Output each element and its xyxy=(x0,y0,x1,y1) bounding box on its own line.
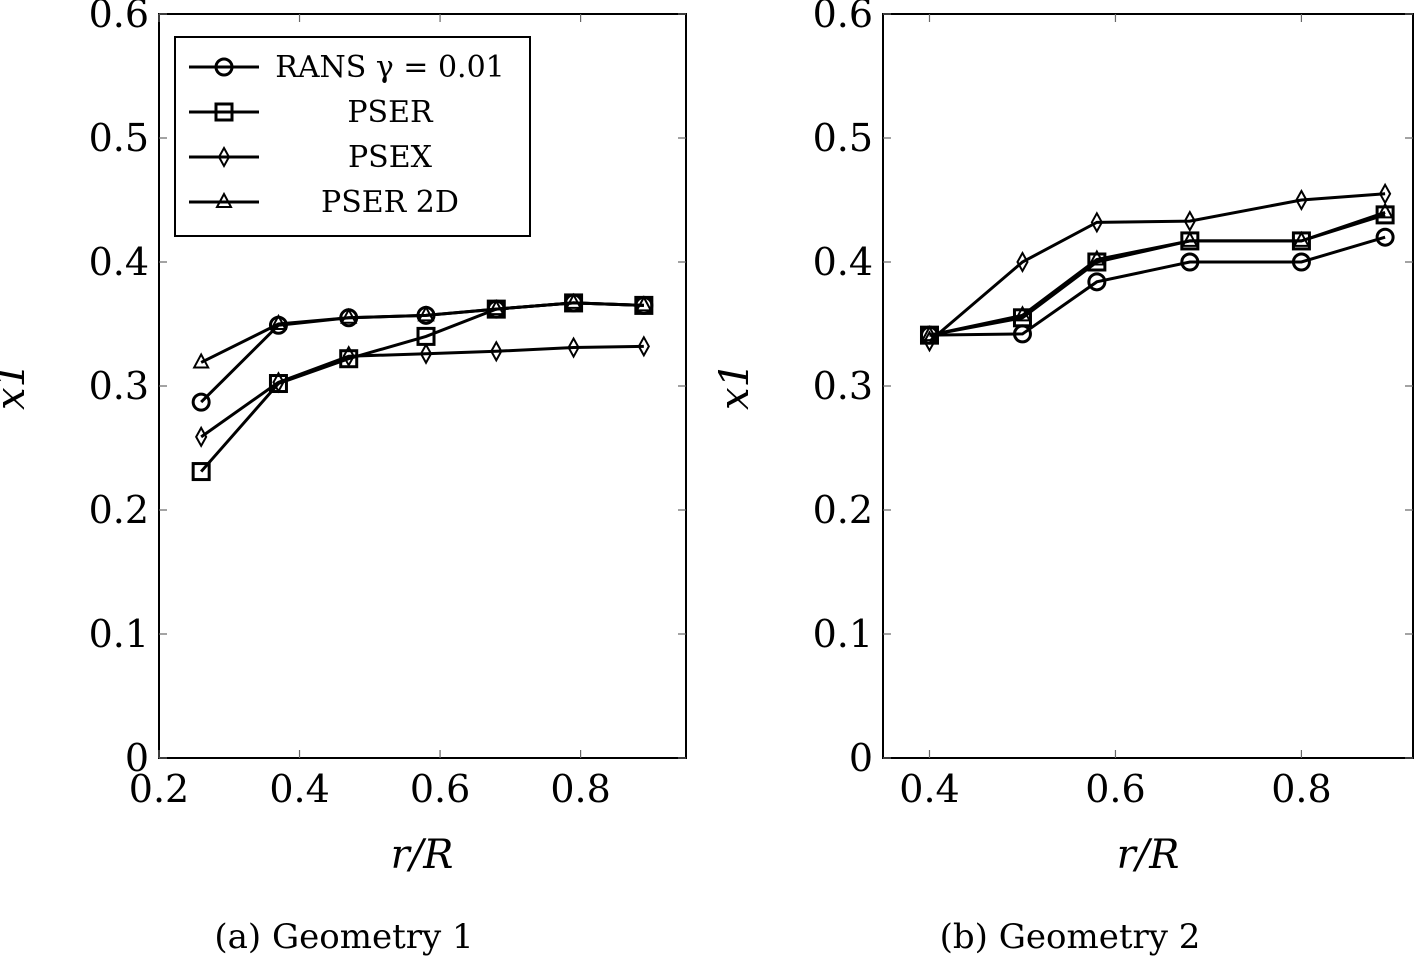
legend: RANS γ = 0.01 PSER PSEX PSER 2D xyxy=(174,36,531,237)
data-point-diamond xyxy=(567,336,580,359)
data-point-diamond xyxy=(342,345,355,368)
y-tick-label: 0.5 xyxy=(813,116,873,160)
data-point-circle xyxy=(191,392,211,412)
data-point-circle xyxy=(1291,252,1311,272)
tick-marks xyxy=(883,13,1413,759)
data-point-triangle xyxy=(564,292,583,309)
y-tick-label: 0.4 xyxy=(89,240,149,284)
y-axis-label: x1 xyxy=(712,362,758,410)
tick-marks xyxy=(158,13,686,759)
data-point-diamond xyxy=(1295,188,1308,212)
x-tick-label: 0.2 xyxy=(129,767,189,811)
series-line xyxy=(929,235,1386,337)
x-tick-label: 0.4 xyxy=(269,767,329,811)
data-point-triangle xyxy=(920,325,939,342)
data-point-circle xyxy=(1375,227,1395,247)
data-point-triangle xyxy=(269,313,288,330)
y-tick-label: 0.6 xyxy=(813,0,873,36)
series-line xyxy=(929,210,1386,337)
data-point-diamond xyxy=(1016,250,1029,274)
legend-triangle-marker xyxy=(215,191,233,208)
caption: (b) Geometry 2 xyxy=(940,917,1201,957)
y-tick-label: 0.4 xyxy=(813,240,873,284)
series-line xyxy=(200,344,644,439)
data-point-diamond xyxy=(490,340,503,363)
data-point-triangle xyxy=(340,307,358,324)
y-tick-label: 0.1 xyxy=(813,612,873,656)
y-axis-label-group: x1 xyxy=(712,362,758,410)
data-point-triangle xyxy=(1013,305,1032,322)
data-point-square xyxy=(1087,252,1107,272)
y-tick-label: 0.3 xyxy=(813,364,873,408)
y-tick-label: 0.2 xyxy=(89,488,149,532)
y-tick-labels: 0 0.1 0.2 0.3 0.4 0.5 0.6 xyxy=(89,0,149,780)
legend-entry-pser: PSER xyxy=(189,95,434,130)
y-tick-label: 0.3 xyxy=(89,364,149,408)
y-tick-label: 0 xyxy=(125,736,149,780)
legend-label: PSER xyxy=(347,95,434,130)
y-tick-labels: 0 0.1 0.2 0.3 0.4 0.5 0.6 xyxy=(813,0,873,780)
data-point-triangle xyxy=(417,305,435,322)
data-point-triangle xyxy=(487,299,505,316)
legend-diamond-marker xyxy=(217,145,231,169)
y-tick-label: 0.6 xyxy=(89,0,149,36)
data-point-diamond xyxy=(272,371,285,394)
data-point-triangle xyxy=(1376,202,1394,219)
x-tick-label: 0.6 xyxy=(410,767,470,811)
legend-label: PSER 2D xyxy=(321,185,459,220)
data-point-triangle xyxy=(635,295,653,312)
data-point-diamond xyxy=(923,330,936,353)
data-point-diamond xyxy=(195,425,208,448)
x-tick-label: 0.4 xyxy=(899,767,959,811)
data-point-circle xyxy=(1180,252,1200,272)
series-diamond xyxy=(195,335,650,448)
data-point-diamond xyxy=(1183,210,1196,233)
data-point-circle xyxy=(1087,272,1107,292)
series-triangle xyxy=(920,202,1394,342)
legend-entry-psex: PSEX xyxy=(189,140,433,175)
series-group xyxy=(191,292,654,482)
panel-geometry-1: 00.10.20.30.40.50.6 0.2 0.4 0.6 0.8 r/R x1 … xyxy=(0,0,687,957)
data-point-diamond xyxy=(1090,211,1104,234)
legend-entry-rans: RANS γ = 0.01 xyxy=(189,50,505,85)
data-point-triangle xyxy=(192,352,210,369)
panel-geometry-2: 0 0.1 0.2 0.3 0.4 0.5 0.6 0.4 0.6 0.8 r/R x1 (b)… xyxy=(712,0,1414,957)
y-axis-label-group: x1 xyxy=(0,362,34,410)
legend-label: PSEX xyxy=(348,140,433,175)
y-axis-label: x1 xyxy=(0,362,34,410)
legend-circle-marker xyxy=(214,57,234,77)
caption: (a) Geometry 1 xyxy=(214,917,473,957)
series-line xyxy=(200,301,644,364)
x-axis-label: r/R xyxy=(391,832,454,878)
series-line xyxy=(928,192,1386,343)
y-tick-label: 0.5 xyxy=(89,116,149,160)
y-tick-label: 0 xyxy=(849,736,873,780)
x-tick-labels: 0.2 0.4 0.6 0.8 xyxy=(129,767,611,811)
data-point-diamond xyxy=(637,335,650,358)
data-point-triangle xyxy=(1292,230,1311,247)
x-tick-label: 0.8 xyxy=(1271,767,1331,811)
series-line xyxy=(929,213,1386,337)
legend-entry-pser-2d: PSER 2D xyxy=(189,185,459,220)
series-group xyxy=(919,182,1395,353)
data-point-triangle xyxy=(1088,249,1106,266)
plot-frame xyxy=(882,13,1414,759)
x-axis-label: r/R xyxy=(1117,832,1180,878)
data-point-square xyxy=(191,462,211,482)
legend-label: RANS γ = 0.01 xyxy=(275,50,505,85)
data-point-diamond xyxy=(419,342,433,365)
x-tick-label: 0.8 xyxy=(550,767,610,811)
y-tick-label: 0.2 xyxy=(813,488,873,532)
x-tick-label: 0.6 xyxy=(1085,767,1145,811)
data-point-triangle xyxy=(1181,230,1199,247)
legend-square-marker xyxy=(214,102,234,122)
series-triangle xyxy=(192,292,653,369)
y-tick-label: 0.1 xyxy=(89,612,149,656)
x-tick-labels: 0.4 0.6 0.8 xyxy=(899,767,1331,811)
